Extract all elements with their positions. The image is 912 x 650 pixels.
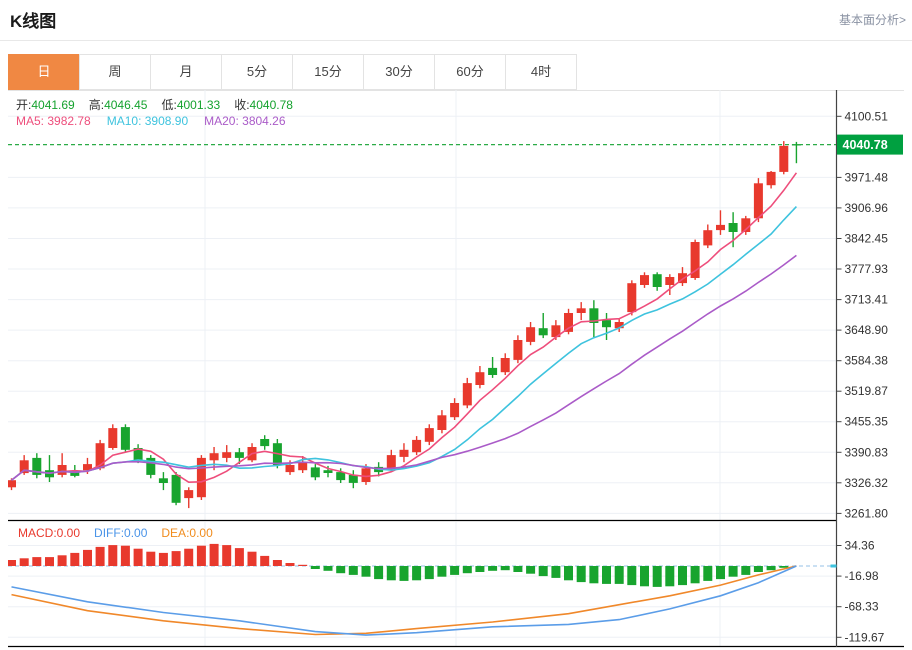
current-price-badge: [837, 134, 903, 155]
macd-histogram: [8, 543, 789, 587]
fundamental-analysis-link[interactable]: 基本面分析>: [838, 13, 906, 27]
price-tick-label: 3648.90: [845, 323, 889, 337]
candlestick-series: [8, 141, 801, 509]
price-tick-label: 3777.93: [845, 262, 889, 276]
tab-4时[interactable]: 4时: [505, 54, 577, 90]
macd-legend-item: DIFF:0.00: [94, 526, 148, 540]
current-price-badge-text: 4040.78: [843, 138, 888, 152]
ma-legend: MA5: 3982.78 MA10: 3908.90 MA20: 3804.26: [16, 114, 302, 128]
macd-tick-label: 34.36: [845, 539, 875, 553]
ohlc-item: 开:4041.69: [16, 98, 75, 112]
ohlc-legend: 开:4041.69 高:4046.45 低:4001.33 收:4040.78: [16, 96, 307, 113]
price-tick-label: 3390.83: [845, 445, 889, 459]
diff-line: [11, 565, 797, 636]
price-tick-label: 3906.96: [845, 201, 889, 215]
ma20-line: [11, 254, 797, 481]
ma5-line: [11, 172, 798, 484]
tab-月[interactable]: 月: [150, 54, 222, 90]
tab-15分[interactable]: 15分: [292, 54, 364, 90]
price-tick-label: 3842.45: [845, 232, 889, 246]
period-tabbar: 日周月 5分 15分 30分 60分 4时: [8, 54, 904, 91]
price-tick-label: 3455.35: [845, 415, 889, 429]
price-tick-label: 3261.80: [845, 506, 889, 520]
price-tick-label: 3584.38: [845, 354, 889, 368]
ma-legend-item: MA5: 3982.78: [16, 114, 91, 128]
price-tick-label: 3971.48: [845, 170, 889, 184]
tab-日[interactable]: 日: [8, 54, 80, 90]
ma-legend-item: MA20: 3804.26: [204, 114, 286, 128]
price-tick-label: 3713.41: [845, 293, 889, 307]
ma-legend-item: MA10: 3908.90: [106, 114, 189, 128]
tab-60分[interactable]: 60分: [434, 54, 506, 90]
tab-周[interactable]: 周: [79, 54, 151, 90]
tab-30分[interactable]: 30分: [363, 54, 435, 90]
ma10-line: [11, 206, 797, 481]
dea-line: [11, 565, 797, 636]
title-divider: [0, 40, 912, 41]
price-tick-label: 4100.51: [845, 109, 889, 123]
ohlc-item: 高:4046.45: [88, 98, 148, 112]
gridlines: [8, 90, 836, 646]
price-tick-label: 3519.87: [845, 384, 889, 398]
macd-tick-label: -68.33: [845, 600, 879, 614]
price-tick-label: 3326.32: [845, 476, 889, 490]
ohlc-item: 收:4040.78: [234, 98, 293, 112]
macd-legend-item: MACD:0.00: [18, 526, 81, 540]
page-title: K线图: [10, 12, 57, 31]
macd-tick-label: -16.98: [845, 569, 879, 583]
chart-area: 4100.51 3971.48 3906.96 3842.45 3777.93 3713.…: [0, 90, 912, 650]
ohlc-item: 低:4001.33: [161, 98, 221, 112]
kline-chart[interactable]: 4100.51 3971.48 3906.96 3842.45 3777.93 3713.…: [8, 90, 904, 648]
macd-tick-label: -119.67: [845, 630, 885, 644]
tab-5分[interactable]: 5分: [221, 54, 293, 90]
macd-legend: MACD:0.00 DIFF:0.00 DEA:0.00: [18, 526, 227, 540]
axis-labels: 4100.51 3971.48 3906.96 3842.45 3777.93 3713.…: [836, 109, 889, 644]
macd-legend-item: DEA:0.00: [161, 526, 213, 540]
